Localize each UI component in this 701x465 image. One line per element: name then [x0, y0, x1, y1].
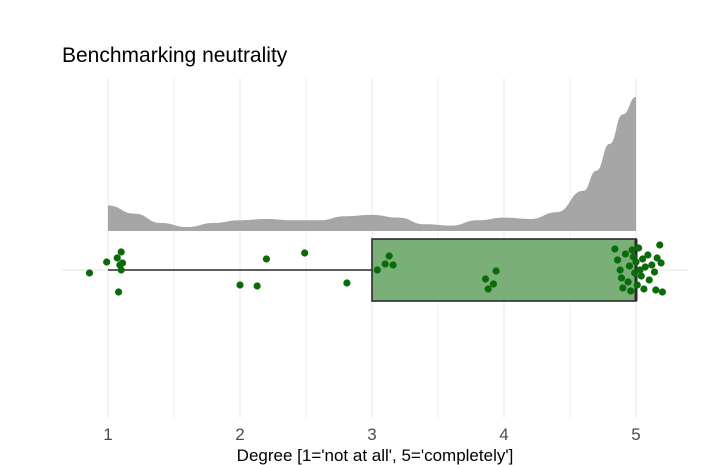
data-point: [644, 251, 652, 259]
x-tick-label: 5: [631, 425, 640, 444]
x-tick-label: 3: [367, 425, 376, 444]
data-point: [633, 281, 641, 289]
data-point: [627, 287, 635, 295]
data-point: [653, 254, 661, 262]
data-point: [103, 258, 111, 266]
data-point: [621, 250, 630, 258]
data-point: [373, 266, 381, 274]
data-point: [624, 278, 632, 286]
data-point: [492, 267, 500, 275]
data-point: [625, 262, 634, 270]
chart-title: Benchmarking neutrality: [62, 44, 288, 67]
data-point: [628, 246, 636, 254]
data-point: [253, 282, 261, 290]
data-point: [648, 261, 656, 269]
boxplot: [108, 238, 638, 302]
x-tick-label: 2: [235, 425, 244, 444]
data-point: [117, 266, 125, 274]
x-axis-ticks: 1 2 3 4 5: [103, 425, 640, 444]
data-point: [389, 261, 397, 269]
boxplot-box: [371, 238, 637, 302]
data-point: [657, 259, 665, 267]
data-point: [617, 274, 626, 282]
data-point: [484, 285, 492, 293]
x-axis-title: Degree [1='not at all', 5='completely']: [237, 446, 514, 465]
data-point: [385, 252, 393, 260]
jittered-points: [85, 241, 667, 296]
data-point: [652, 286, 660, 294]
data-point: [619, 284, 627, 292]
data-point: [236, 281, 244, 289]
data-point: [641, 263, 649, 271]
data-point: [616, 266, 624, 274]
density-area: [108, 97, 636, 231]
data-point: [631, 269, 639, 277]
data-point: [381, 260, 389, 268]
data-point: [637, 272, 645, 280]
data-point: [656, 241, 664, 249]
x-tick-label: 4: [499, 425, 508, 444]
data-point: [613, 256, 622, 264]
data-point: [343, 279, 351, 287]
data-point: [611, 245, 619, 253]
data-point: [301, 249, 309, 257]
data-point: [117, 248, 125, 256]
data-point: [114, 288, 123, 296]
data-point: [650, 268, 659, 276]
data-point: [632, 258, 640, 266]
data-point: [640, 285, 648, 293]
data-point: [85, 269, 94, 277]
data-point: [262, 255, 270, 263]
data-point: [489, 280, 498, 288]
x-tick-label: 1: [103, 425, 112, 444]
data-point: [118, 259, 127, 267]
data-point: [113, 254, 121, 262]
density-cloud: [108, 97, 636, 231]
data-point: [635, 244, 643, 252]
data-point: [645, 276, 653, 284]
data-point: [658, 288, 667, 296]
data-point: [481, 275, 490, 283]
data-point: [639, 255, 647, 263]
data-point: [636, 266, 644, 274]
